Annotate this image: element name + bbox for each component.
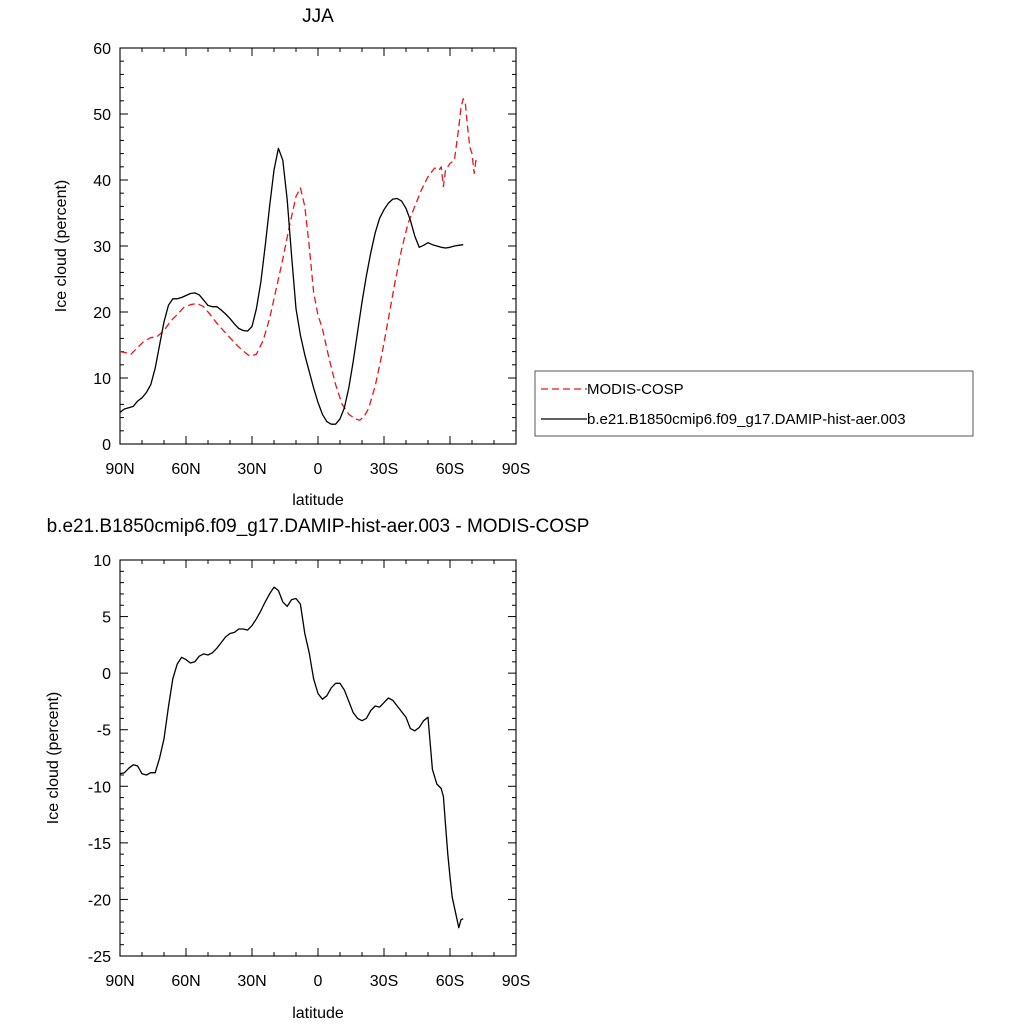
panel-2-frame bbox=[119, 559, 517, 957]
panel-1-ytick-label: 10 bbox=[93, 371, 111, 388]
legend: MODIS-COSP b.e21.B1850cmip6.f09_g17.DAMI… bbox=[534, 370, 974, 437]
panel-2-xtick-label: 0 bbox=[314, 973, 323, 990]
panel-2-xtick-label: 30N bbox=[237, 973, 266, 990]
panel-2-xtick-label: 90N bbox=[105, 973, 134, 990]
panel-2-series-line-1 bbox=[119, 586, 464, 929]
panel-2-ytick-label: 10 bbox=[93, 553, 111, 570]
panel-2-lines bbox=[119, 586, 464, 929]
panel-1-xtick-label: 60N bbox=[171, 461, 200, 478]
panel-1-xlabel: latitude bbox=[292, 492, 344, 509]
panel-2-ytick-label: -5 bbox=[97, 723, 111, 740]
panel-1-ytick-label: 20 bbox=[93, 305, 111, 322]
panel-1-ylabel: Ice cloud (percent) bbox=[53, 180, 70, 313]
panel-2-xtick-label: 60N bbox=[171, 973, 200, 990]
panel-2-ytick-label: -10 bbox=[88, 779, 111, 796]
panel-2-ylabel: Ice cloud (percent) bbox=[45, 692, 62, 825]
panel-1-series-line-1 bbox=[119, 98, 478, 421]
panel-2-ytick-label: 0 bbox=[102, 666, 111, 683]
panel-1-xtick-label: 0 bbox=[314, 461, 323, 478]
panel-1-xtick-label: 90N bbox=[105, 461, 134, 478]
panel-1-xtick-label: 60S bbox=[436, 461, 464, 478]
panel-2-ytick-label: -15 bbox=[88, 836, 111, 853]
panel-2: b.e21.B1850cmip6.f09_g17.DAMIP-hist-aer.… bbox=[45, 516, 589, 1022]
panel-1-series-line-2 bbox=[119, 147, 464, 425]
panel-1-lines bbox=[119, 98, 478, 425]
panel-1-ticks: 90N 60N 30N 0 30S 60S 90S 0 10 20 30 40 50 60 bbox=[93, 41, 530, 478]
panel-1-ytick-label: 40 bbox=[93, 173, 111, 190]
panel-2-ticks: 90N 60N 30N 0 30S 60S 90S -25 -20 -15 -10 -5 0 5 10 bbox=[88, 553, 530, 990]
panel-1-xtick-label: 30N bbox=[237, 461, 266, 478]
panel-1-xtick-label: 30S bbox=[370, 461, 398, 478]
panel-1-ytick-label: 0 bbox=[102, 437, 111, 454]
panel-1-title: JJA bbox=[302, 6, 334, 27]
panel-1: JJA 90N 60N 30N 0 30S 60S 90S 0 10 20 30 40 50 60 lat… bbox=[53, 6, 530, 509]
panel-2-xtick-label: 90S bbox=[502, 973, 530, 990]
panel-2-xtick-label: 60S bbox=[436, 973, 464, 990]
legend-label-model: b.e21.B1850cmip6.f09_g17.DAMIP-hist-aer.… bbox=[587, 411, 906, 428]
panel-1-ytick-label: 50 bbox=[93, 107, 111, 124]
panel-2-ytick-label: -25 bbox=[88, 949, 111, 966]
panel-2-ytick-label: -20 bbox=[88, 892, 111, 909]
panel-1-ytick-label: 30 bbox=[93, 239, 111, 256]
panel-2-xtick-label: 30S bbox=[370, 973, 398, 990]
panel-1-ytick-label: 60 bbox=[93, 41, 111, 58]
panel-1-xtick-label: 90S bbox=[502, 461, 530, 478]
legend-label-modis: MODIS-COSP bbox=[587, 381, 684, 398]
panel-2-ytick-label: 5 bbox=[102, 610, 111, 627]
legend-box bbox=[534, 370, 974, 437]
panel-2-title: b.e21.B1850cmip6.f09_g17.DAMIP-hist-aer.… bbox=[47, 516, 590, 537]
panel-2-xlabel: latitude bbox=[292, 1005, 344, 1022]
